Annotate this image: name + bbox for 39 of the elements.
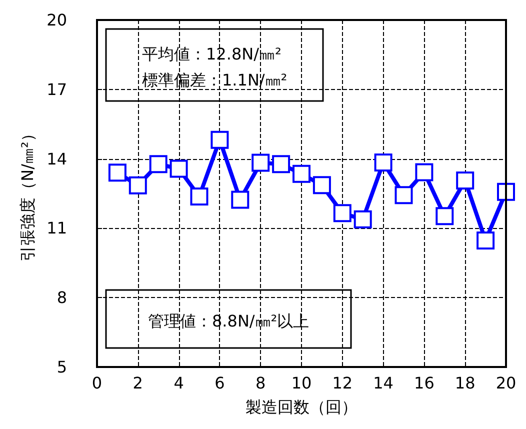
- y-tick-label: 14: [46, 149, 67, 168]
- x-tick-label: 14: [373, 374, 394, 392]
- point: [476, 231, 495, 250]
- x-tick-label: 16: [414, 374, 434, 392]
- y-tick-label: 11: [46, 218, 67, 238]
- point: [312, 176, 331, 194]
- point: [354, 210, 372, 228]
- point: [149, 155, 168, 174]
- point: [415, 163, 434, 182]
- point: [170, 160, 188, 178]
- x-tick-label: 6: [214, 374, 225, 392]
- point: [272, 155, 290, 174]
- point: [374, 154, 392, 172]
- point: [333, 204, 352, 222]
- point: [108, 164, 126, 182]
- point: [252, 154, 270, 172]
- y-tick-label: 20: [46, 10, 67, 30]
- y-axis-title: 引張強度（N/㎜²）: [18, 126, 38, 262]
- x-tick-label: 18: [454, 374, 476, 392]
- x-tick-label: 8: [256, 374, 266, 392]
- x-tick-label: 12: [332, 374, 353, 392]
- point: [190, 188, 208, 206]
- point: [497, 182, 515, 201]
- x-tick-label: 4: [174, 374, 184, 392]
- point: [292, 164, 310, 183]
- y-tick-label: 8: [56, 288, 67, 308]
- point: [436, 207, 454, 226]
- y-tick-label: 5: [56, 358, 67, 376]
- y-tick-label: 17: [46, 80, 67, 99]
- x-tick-label: 0: [92, 374, 102, 392]
- x-tick-label: 20: [496, 374, 516, 392]
- x-tick-label: 2: [132, 374, 143, 392]
- x-tick-label: 10: [291, 374, 312, 392]
- point: [210, 130, 229, 149]
- point: [231, 190, 250, 209]
- x-axis-title: 製造回数（回）: [246, 398, 358, 416]
- point: [456, 172, 474, 190]
- point: [128, 176, 147, 194]
- point: [394, 186, 413, 204]
